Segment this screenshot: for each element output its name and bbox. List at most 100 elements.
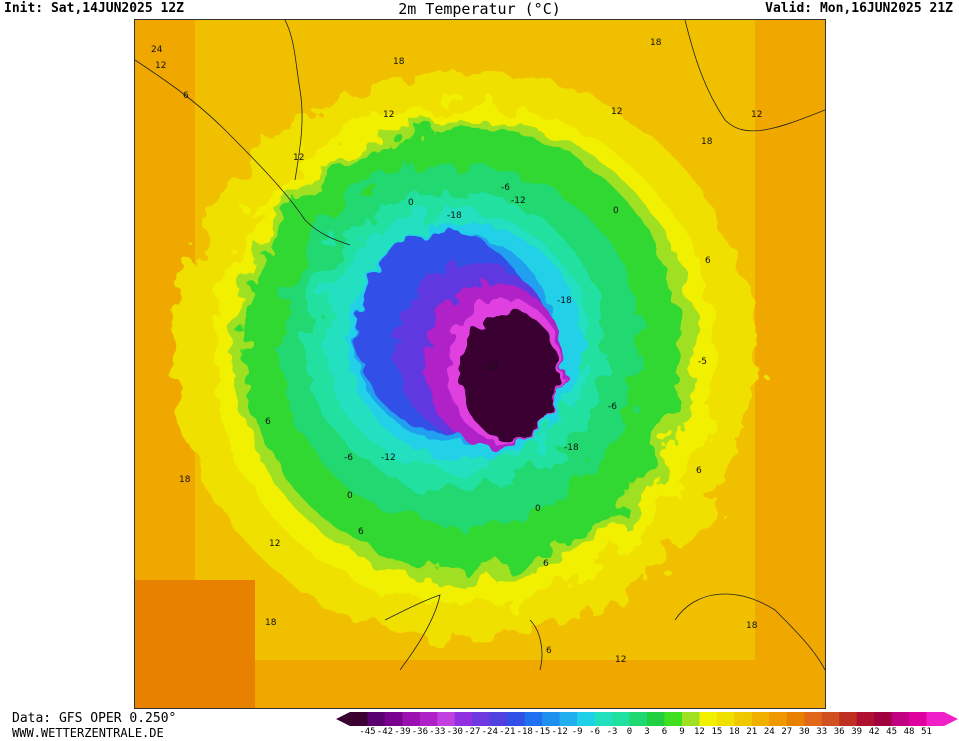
contour-label: 6	[543, 559, 549, 569]
colorbar-swatch	[699, 712, 718, 726]
contour-label: 18	[650, 38, 662, 48]
colorbar-swatch	[402, 712, 421, 726]
colorbar-tick-label: -39	[394, 727, 411, 737]
colorbar-tick-label: -3	[606, 727, 618, 737]
colorbar-min-arrow	[336, 712, 350, 726]
colorbar-swatch	[472, 712, 491, 726]
colorbar-swatch	[507, 712, 526, 726]
colorbar-swatch	[891, 712, 910, 726]
colorbar-tick-label: -36	[411, 727, 429, 737]
colorbar-swatch	[681, 712, 700, 726]
colorbar-swatch	[350, 712, 368, 726]
colorbar-swatch	[489, 712, 508, 726]
colorbar-tick-label: 42	[868, 727, 880, 737]
colorbar-swatch	[821, 712, 840, 726]
zone-warm-edge-right	[755, 20, 825, 708]
colorbar-tick-label: 9	[679, 727, 685, 737]
colorbar-tick-label: -12	[551, 727, 568, 737]
colorbar-swatch	[769, 712, 788, 726]
contour-label: 6	[705, 256, 711, 266]
colorbar-tick-label: -33	[429, 727, 446, 737]
colorbar-swatch	[367, 712, 386, 726]
colorbar-swatch	[594, 712, 613, 726]
colorbar-tick-label: -42	[376, 727, 394, 737]
colorbar-tick-label: -24	[481, 727, 498, 737]
contour-label: 0	[347, 491, 353, 501]
colorbar-tick-label: 39	[851, 727, 863, 737]
colorbar-swatch	[629, 712, 648, 726]
contour-label: 6	[358, 527, 364, 537]
colorbar-tick-label: 12	[693, 727, 705, 737]
colorbar-tick-label: -45	[359, 727, 376, 737]
contour-label: 18	[393, 57, 405, 67]
colorbar-swatch	[909, 712, 928, 726]
website-label: WWW.WETTERZENTRALE.DE	[12, 726, 164, 740]
colorbar-swatch	[559, 712, 578, 726]
colorbar-swatch	[647, 712, 665, 726]
colorbar-tick-label: 45	[886, 727, 897, 737]
data-source-label: Data: GFS OPER 0.250°	[12, 711, 177, 726]
contour-label: -18	[564, 443, 579, 453]
colorbar-tick-label: -30	[446, 727, 463, 737]
colorbar-swatch	[664, 712, 683, 726]
colorbar-swatch	[751, 712, 770, 726]
colorbar-swatch	[839, 712, 858, 726]
colorbar-tick-label: 36	[833, 727, 845, 737]
colorbar-swatch	[454, 712, 473, 726]
colorbar-tick-label: -15	[534, 727, 551, 737]
colorbar-swatch	[856, 712, 875, 726]
colorbar-swatch	[612, 712, 631, 726]
contour-label: 0	[613, 206, 619, 216]
colorbar-swatch	[542, 712, 561, 726]
colorbar-tick-label: 0	[626, 727, 633, 737]
contour-label: 18	[701, 137, 713, 147]
contour-label: -12	[381, 453, 396, 463]
colorbar-swatch	[734, 712, 753, 726]
zone-minus45	[460, 311, 560, 439]
contour-label: -18	[483, 362, 498, 372]
colorbar-swatch	[437, 712, 456, 726]
contour-label: 12	[293, 153, 304, 163]
contour-label: 18	[179, 475, 191, 485]
contour-label: 12	[155, 61, 166, 71]
colorbar-swatch	[926, 712, 945, 726]
contour-label: -18	[557, 296, 572, 306]
colorbar-tick-label: -6	[589, 727, 600, 737]
contour-label: 12	[615, 655, 626, 665]
contour-label: -6	[608, 402, 617, 412]
colorbar-tick-label: 3	[644, 727, 650, 737]
contour-label: 0	[535, 504, 541, 514]
temperature-map: 24 12 18 18 12 12 6 12 12 18 -6 -12 0 0 -18 6 -18 -18 -5 -6…	[134, 19, 826, 709]
colorbar-swatch	[524, 712, 543, 726]
colorbar-tick-label: -27	[464, 727, 481, 737]
colorbar-swatch	[786, 712, 805, 726]
contour-label: 12	[383, 110, 394, 120]
colorbar-ticks: -45 -42 -39 -36 -33 -30 -27 -24 -21 -18 -15 -12 -9 -6…	[336, 727, 956, 741]
contour-label: 18	[746, 621, 758, 631]
contour-label: 12	[269, 539, 280, 549]
map-title: 2m Temperatur (°C)	[398, 0, 561, 18]
colorbar-swatch	[577, 712, 596, 726]
contour-label: 6	[183, 91, 189, 101]
contour-label: 12	[751, 110, 762, 120]
contour-label: 6	[696, 466, 702, 476]
colorbar-swatch	[804, 712, 823, 726]
colorbar-tick-label: 33	[816, 727, 828, 737]
contour-label: 24	[151, 45, 163, 55]
colorbar-tick-label: -9	[571, 727, 583, 737]
contour-label: 6	[546, 646, 552, 656]
contour-label: 0	[408, 198, 414, 208]
colorbar-tick-label: -18	[516, 727, 533, 737]
colorbar-swatch	[874, 712, 893, 726]
colorbar-tick-label: 27	[781, 727, 793, 737]
contour-label: -5	[698, 357, 707, 367]
colorbar-swatch	[384, 712, 403, 726]
contour-label: -12	[511, 196, 526, 206]
contour-label: -18	[447, 211, 462, 221]
colorbar-tick-label: 30	[798, 727, 810, 737]
colorbar-tick-label: 15	[711, 727, 723, 737]
zone-warm-corner	[135, 580, 255, 708]
colorbar-tick-label: 24	[763, 727, 775, 737]
